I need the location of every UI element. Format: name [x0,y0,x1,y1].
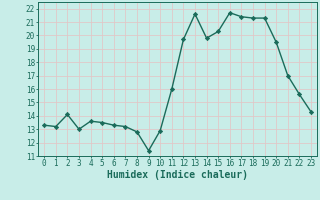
X-axis label: Humidex (Indice chaleur): Humidex (Indice chaleur) [107,170,248,180]
